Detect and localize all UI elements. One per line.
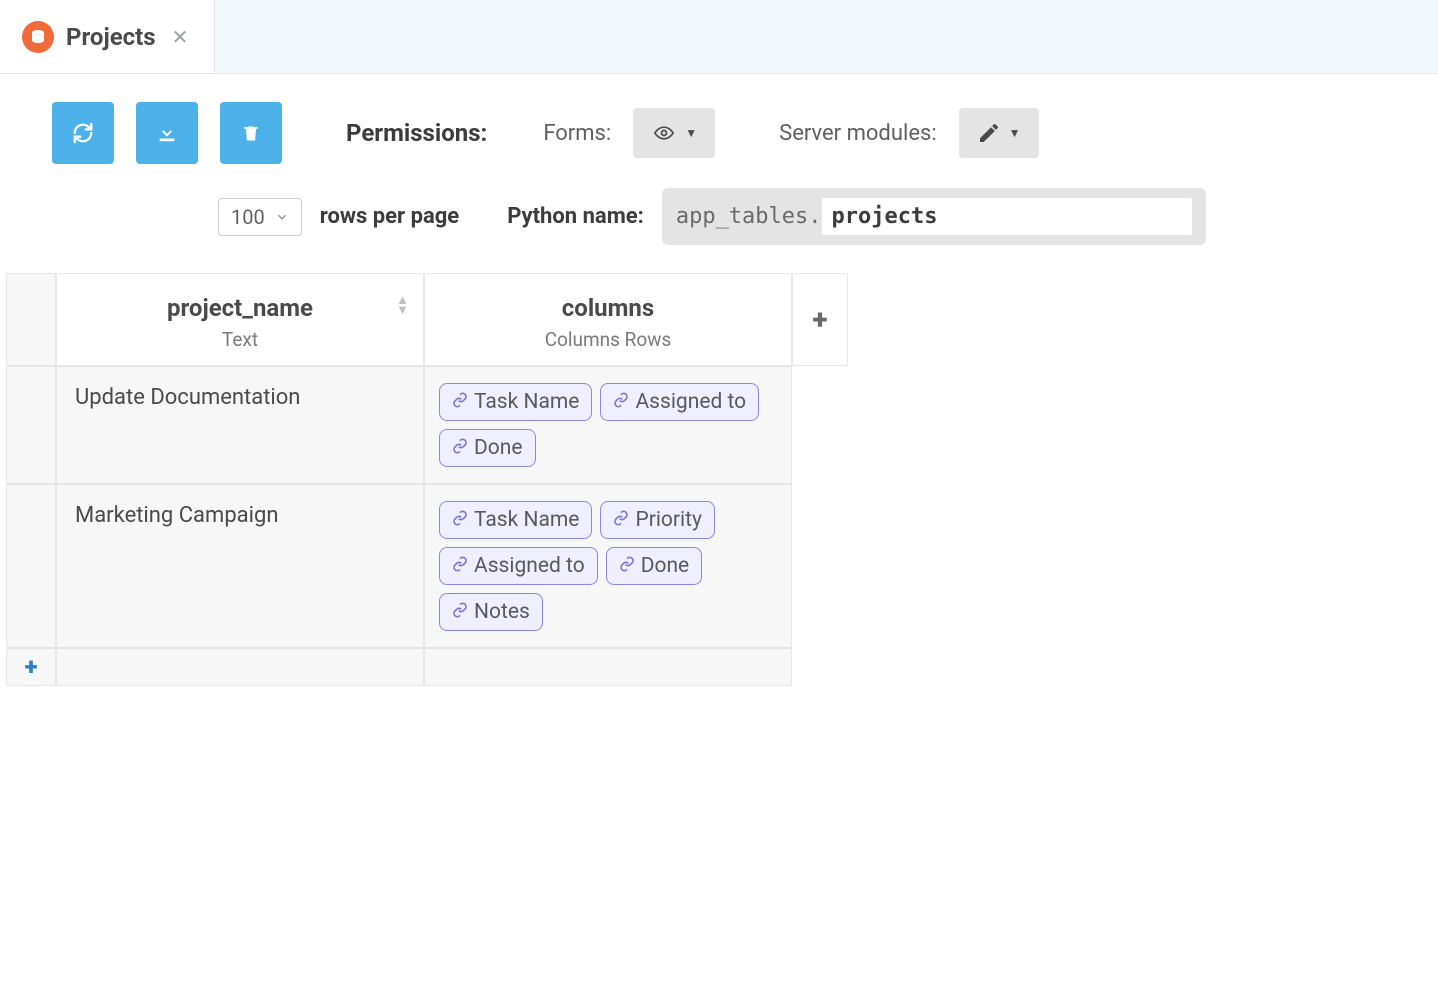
caret-down-icon: ▼: [1009, 126, 1021, 140]
link-tag[interactable]: Done: [606, 547, 703, 585]
tag-label: Notes: [474, 600, 530, 624]
link-tag[interactable]: Priority: [600, 501, 714, 539]
columns-cell[interactable]: Task Name Assigned to Done: [424, 366, 792, 484]
column-header-columns[interactable]: columns Columns Rows: [424, 273, 792, 366]
link-icon: [452, 556, 468, 577]
column-header-project-name[interactable]: project_name Text ▲▼: [56, 273, 424, 366]
row-gutter[interactable]: [6, 366, 56, 484]
tag-label: Task Name: [474, 390, 579, 414]
gutter-header: [6, 273, 56, 366]
caret-down-icon: ▼: [685, 126, 697, 140]
plus-icon: +: [813, 303, 828, 336]
project-name-cell[interactable]: Update Documentation: [56, 366, 424, 484]
tag-label: Done: [641, 554, 690, 578]
columns-cell[interactable]: Task Name Priority Assigned to Done Notes: [424, 484, 792, 648]
row-gutter[interactable]: [6, 484, 56, 648]
tag-label: Task Name: [474, 508, 579, 532]
tag-label: Priority: [635, 508, 701, 532]
link-icon: [452, 438, 468, 459]
link-tag[interactable]: Task Name: [439, 501, 592, 539]
project-name-cell[interactable]: Marketing Campaign: [56, 484, 424, 648]
link-tag[interactable]: Task Name: [439, 383, 592, 421]
tab-projects[interactable]: Projects ✕: [0, 0, 215, 73]
rows-per-page-select[interactable]: 100: [218, 198, 302, 236]
python-name-input[interactable]: [822, 198, 1192, 235]
forms-permission-dropdown[interactable]: ▼: [633, 108, 715, 158]
permissions-label: Permissions:: [346, 119, 487, 147]
add-column-button[interactable]: +: [792, 273, 848, 366]
rows-per-page-label: rows per page: [320, 204, 459, 229]
link-icon: [613, 510, 629, 531]
link-tag[interactable]: Notes: [439, 593, 543, 631]
sort-icon[interactable]: ▲▼: [396, 296, 409, 316]
tag-label: Assigned to: [635, 390, 746, 414]
tag-label: Assigned to: [474, 554, 585, 578]
tab-bar: Projects ✕: [0, 0, 1438, 74]
close-icon[interactable]: ✕: [168, 21, 193, 53]
pencil-icon: [977, 121, 1001, 145]
link-icon: [452, 510, 468, 531]
delete-button[interactable]: [220, 102, 282, 164]
add-row-button[interactable]: +: [6, 648, 56, 686]
server-permission-dropdown[interactable]: ▼: [959, 108, 1039, 158]
link-tag[interactable]: Done: [439, 429, 536, 467]
forms-label: Forms:: [543, 121, 611, 146]
data-table: project_name Text ▲▼ columns Columns Row…: [6, 273, 848, 686]
link-tag[interactable]: Assigned to: [439, 547, 598, 585]
link-icon: [619, 556, 635, 577]
server-modules-label: Server modules:: [779, 121, 937, 146]
rows-per-page-value: 100: [231, 205, 265, 229]
link-icon: [452, 392, 468, 413]
python-name-label: Python name:: [507, 204, 644, 229]
link-icon: [613, 392, 629, 413]
tab-title: Projects: [66, 23, 156, 51]
link-tag[interactable]: Assigned to: [600, 383, 759, 421]
new-row-cell[interactable]: [56, 648, 424, 686]
toolbar-row-2: 100 rows per page Python name: app_table…: [0, 176, 1438, 273]
python-name-box: app_tables.: [662, 188, 1206, 245]
link-icon: [452, 602, 468, 623]
download-button[interactable]: [136, 102, 198, 164]
refresh-button[interactable]: [52, 102, 114, 164]
tag-label: Done: [474, 436, 523, 460]
python-prefix: app_tables.: [676, 204, 822, 229]
chevron-down-icon: [275, 210, 289, 224]
plus-icon: +: [25, 653, 38, 681]
database-icon: [22, 21, 54, 53]
eye-icon: [651, 123, 677, 143]
new-row-cell[interactable]: [424, 648, 792, 686]
toolbar: Permissions: Forms: ▼ Server modules: ▼: [0, 74, 1438, 176]
